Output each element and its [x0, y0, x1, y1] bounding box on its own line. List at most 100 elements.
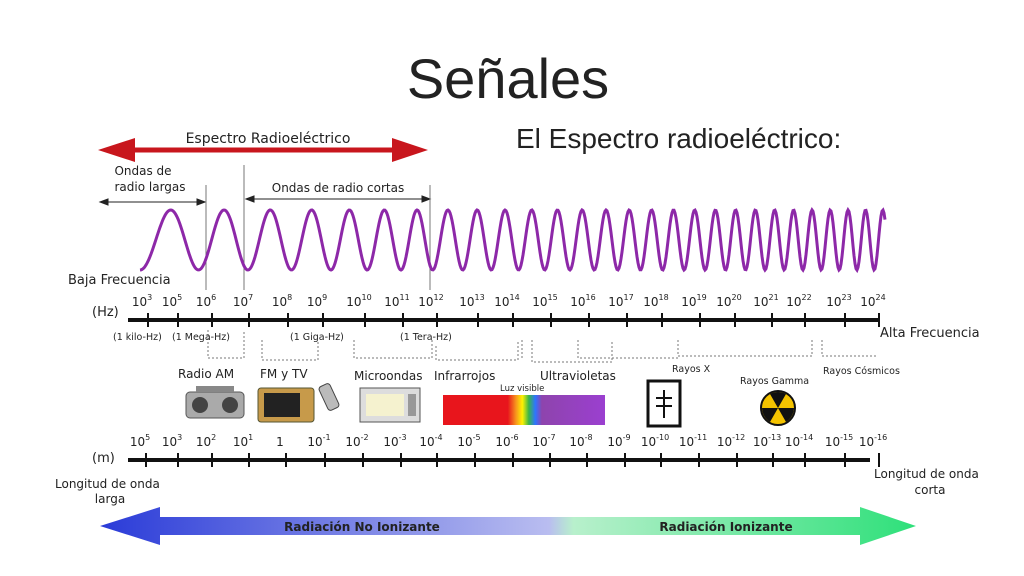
- tick-label: 105: [162, 293, 182, 309]
- tick-exp: 22: [802, 293, 812, 302]
- tick-base: 10: [384, 295, 399, 309]
- tick-exp: -6: [511, 433, 519, 442]
- band-brackets: [207, 330, 878, 363]
- tick-label: 10-9: [607, 433, 630, 449]
- tick-base: 10: [643, 295, 658, 309]
- tick-label: 1012: [418, 293, 443, 309]
- tick-label: 1020: [716, 293, 741, 309]
- tick-base: 10: [233, 295, 248, 309]
- tick-exp: 3: [147, 293, 152, 302]
- tick-label: 1014: [494, 293, 519, 309]
- tick-label: 103: [162, 433, 182, 449]
- tick-exp: -2: [361, 433, 369, 442]
- title: Señales: [407, 47, 609, 110]
- tick-exp: -9: [623, 433, 631, 442]
- wave: [139, 206, 887, 274]
- tick-base: 10: [233, 435, 248, 449]
- tick-label: 1013: [459, 293, 484, 309]
- tick-label: 10-3: [383, 433, 406, 449]
- freq-note: (1 Mega-Hz): [172, 332, 230, 343]
- tick-label: 1018: [643, 293, 668, 309]
- tick-base: 10: [532, 295, 547, 309]
- tick-exp: 23: [842, 293, 852, 302]
- tick-base: 10: [753, 435, 768, 449]
- tick-exp: 6: [211, 293, 216, 302]
- tick-label: 1: [276, 435, 284, 449]
- tick-base: 10: [570, 295, 585, 309]
- tick-exp: -10: [656, 433, 669, 442]
- tick-label: 103: [132, 293, 152, 309]
- band-label: Rayos Gamma: [740, 376, 809, 387]
- tick-base: 10: [785, 435, 800, 449]
- long-wavelength-label: Longitud de onda: [55, 477, 160, 491]
- tick-label: 10-12: [717, 433, 745, 449]
- tick-label: 1017: [608, 293, 633, 309]
- icons: [185, 379, 796, 428]
- tick-exp: -3: [399, 433, 407, 442]
- tick-label: 108: [272, 293, 292, 309]
- long-waves-label: Ondas de: [114, 164, 171, 178]
- tick-base: 10: [532, 435, 547, 449]
- tick-exp: 12: [434, 293, 444, 302]
- tick-base: 10: [607, 435, 622, 449]
- tick-label: 1015: [532, 293, 557, 309]
- tick-base: 10: [345, 435, 360, 449]
- tick-base: 1: [276, 435, 284, 449]
- tick-exp: -14: [800, 433, 813, 442]
- tick-base: 10: [130, 435, 145, 449]
- ionization-arrow: [100, 507, 916, 545]
- tick-exp: 1: [248, 433, 253, 442]
- tick-exp: 13: [475, 293, 485, 302]
- freq-note: (1 kilo-Hz): [113, 332, 162, 343]
- tick-exp: -15: [840, 433, 853, 442]
- long-waves-label: radio largas: [114, 180, 185, 194]
- tick-exp: 21: [769, 293, 779, 302]
- band-label: Rayos X: [672, 364, 711, 375]
- radio-arrow: [98, 138, 428, 162]
- tick-base: 10: [786, 295, 801, 309]
- tick-exp: 24: [876, 293, 886, 302]
- non-ionizing-label: Radiación No Ionizante: [284, 520, 440, 534]
- tick-label: 1022: [786, 293, 811, 309]
- tick-base: 10: [196, 295, 211, 309]
- tick-base: 10: [383, 435, 398, 449]
- tick-exp: -12: [732, 433, 745, 442]
- tick-label: 1024: [860, 293, 885, 309]
- tick-exp: 5: [177, 293, 182, 302]
- tick-exp: 18: [659, 293, 669, 302]
- short-waves-label: Ondas de radio cortas: [272, 181, 404, 195]
- tick-exp: 3: [177, 433, 182, 442]
- freq-note: (1 Tera-Hz): [400, 332, 452, 343]
- tick-label: 10-16: [859, 433, 887, 449]
- wave-unit: (m): [92, 451, 115, 466]
- band-label: Ultravioletas: [540, 369, 616, 383]
- tick-base: 10: [716, 295, 731, 309]
- tick-base: 10: [826, 295, 841, 309]
- tick-base: 10: [162, 435, 177, 449]
- tick-label: 1011: [384, 293, 409, 309]
- tick-exp: 5: [145, 433, 150, 442]
- tick-exp: 8: [287, 293, 292, 302]
- short-wavelength-label: Longitud de onda: [874, 467, 979, 481]
- freq-note: (1 Giga-Hz): [290, 332, 344, 343]
- tick-label: 1021: [753, 293, 778, 309]
- ionizing-label: Radiación Ionizante: [659, 520, 792, 534]
- tick-label: 10-10: [641, 433, 669, 449]
- tick-base: 10: [494, 295, 509, 309]
- band-label: Radio AM: [178, 367, 234, 381]
- tick-exp: 7: [248, 293, 253, 302]
- long-wavelength-label: larga: [95, 492, 125, 506]
- tick-base: 10: [307, 295, 322, 309]
- tick-base: 10: [859, 435, 874, 449]
- tick-base: 10: [457, 435, 472, 449]
- tick-base: 10: [679, 435, 694, 449]
- tick-base: 10: [307, 435, 322, 449]
- tick-label: 1010: [346, 293, 371, 309]
- radio-spectrum-label: Espectro Radioeléctrico: [186, 131, 351, 147]
- band-label: Rayos Cósmicos: [823, 366, 900, 377]
- tick-label: 106: [196, 293, 216, 309]
- tick-base: 10: [196, 435, 211, 449]
- band-label: Infrarrojos: [434, 369, 495, 383]
- tick-base: 10: [272, 295, 287, 309]
- tick-base: 10: [419, 435, 434, 449]
